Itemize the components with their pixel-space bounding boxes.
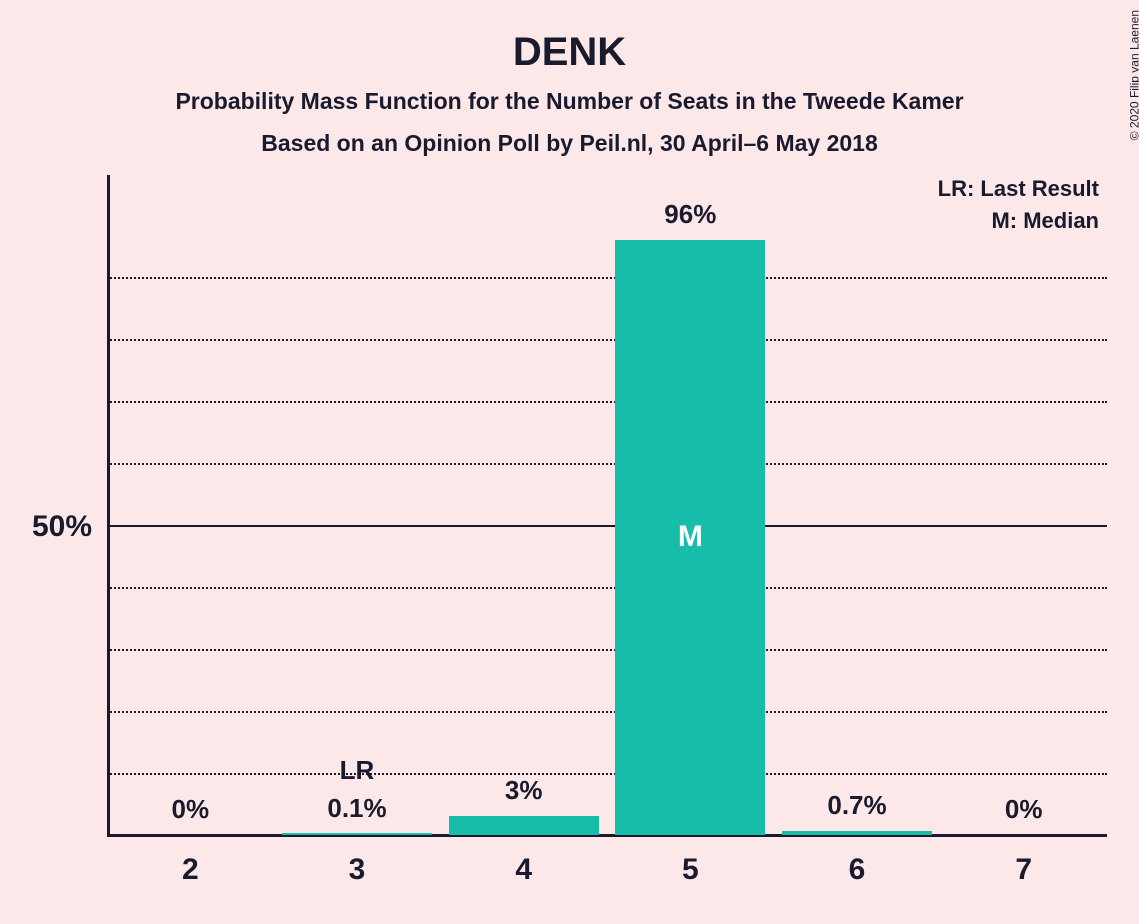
- bar-value-label: 0.7%: [827, 790, 886, 821]
- bar-value-label: 96%: [664, 199, 716, 230]
- x-axis: [107, 834, 1107, 837]
- legend-lr: LR: Last Result: [938, 176, 1099, 202]
- gridline: [107, 463, 1107, 465]
- bar-annotation: LR: [340, 755, 375, 786]
- bar: [782, 831, 932, 835]
- bar-value-label: 0%: [172, 794, 210, 825]
- y-tick-label: 50%: [32, 510, 92, 544]
- median-marker: M: [678, 520, 703, 554]
- gridline: [107, 773, 1107, 775]
- y-axis: [107, 175, 110, 835]
- x-tick-label: 7: [1015, 853, 1032, 887]
- gridline: [107, 649, 1107, 651]
- gridline: [107, 587, 1107, 589]
- copyright: © 2020 Filip van Laenen: [1127, 10, 1139, 140]
- bar-value-label: 0.1%: [327, 793, 386, 824]
- chart-container: DENK Probability Mass Function for the N…: [0, 0, 1139, 924]
- bar-value-label: 3%: [505, 775, 543, 806]
- gridline: [107, 525, 1107, 527]
- bar: [449, 816, 599, 835]
- x-tick-label: 2: [182, 853, 199, 887]
- x-tick-label: 5: [682, 853, 699, 887]
- gridline: [107, 401, 1107, 403]
- chart-subtitle-2: Based on an Opinion Poll by Peil.nl, 30 …: [0, 130, 1139, 157]
- chart-title: DENK: [0, 30, 1139, 75]
- gridline: [107, 277, 1107, 279]
- gridline: [107, 711, 1107, 713]
- gridline: [107, 339, 1107, 341]
- x-tick-label: 3: [349, 853, 366, 887]
- bar: [282, 833, 432, 835]
- plot-area: 0%20.1%LR33%496%M50.7%60%7: [107, 215, 1107, 835]
- x-tick-label: 4: [515, 853, 532, 887]
- x-tick-label: 6: [849, 853, 866, 887]
- bar-value-label: 0%: [1005, 794, 1043, 825]
- chart-subtitle-1: Probability Mass Function for the Number…: [0, 88, 1139, 115]
